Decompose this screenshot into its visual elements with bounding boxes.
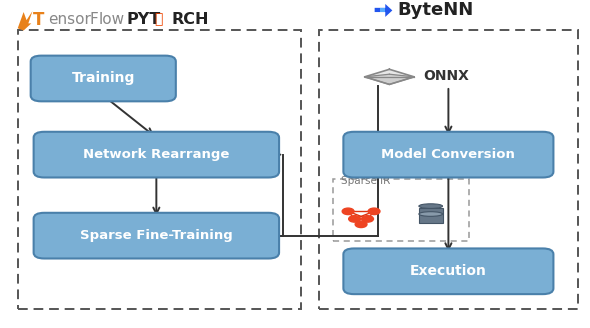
Text: low: low — [99, 12, 124, 27]
Polygon shape — [365, 74, 414, 84]
Text: Training: Training — [71, 72, 135, 86]
Text: Model Conversion: Model Conversion — [382, 148, 515, 161]
Circle shape — [362, 216, 373, 222]
Circle shape — [355, 221, 367, 228]
Text: ONNX: ONNX — [423, 69, 469, 83]
FancyBboxPatch shape — [34, 132, 279, 177]
Text: Sparse IR: Sparse IR — [341, 175, 390, 186]
Text: F: F — [90, 12, 99, 27]
Text: Sparse Fine-Training: Sparse Fine-Training — [80, 229, 232, 242]
Text: Execution: Execution — [410, 264, 487, 278]
FancyBboxPatch shape — [343, 248, 553, 294]
Text: ByteNN: ByteNN — [397, 1, 473, 19]
Circle shape — [342, 208, 354, 215]
Circle shape — [368, 208, 380, 215]
FancyBboxPatch shape — [31, 56, 176, 101]
Ellipse shape — [419, 212, 442, 216]
Polygon shape — [380, 8, 385, 12]
Ellipse shape — [419, 204, 442, 208]
Bar — [419, 208, 442, 223]
Polygon shape — [365, 69, 414, 77]
Text: PYT: PYT — [127, 12, 161, 27]
Polygon shape — [375, 4, 392, 17]
FancyBboxPatch shape — [343, 132, 553, 177]
Text: Network Rearrange: Network Rearrange — [83, 148, 230, 161]
Circle shape — [349, 216, 360, 222]
Polygon shape — [18, 11, 32, 31]
FancyBboxPatch shape — [34, 213, 279, 258]
Text: 🔥: 🔥 — [154, 12, 162, 27]
Text: ensor: ensor — [48, 12, 91, 27]
Text: T: T — [32, 10, 44, 29]
Text: RCH: RCH — [171, 12, 209, 27]
